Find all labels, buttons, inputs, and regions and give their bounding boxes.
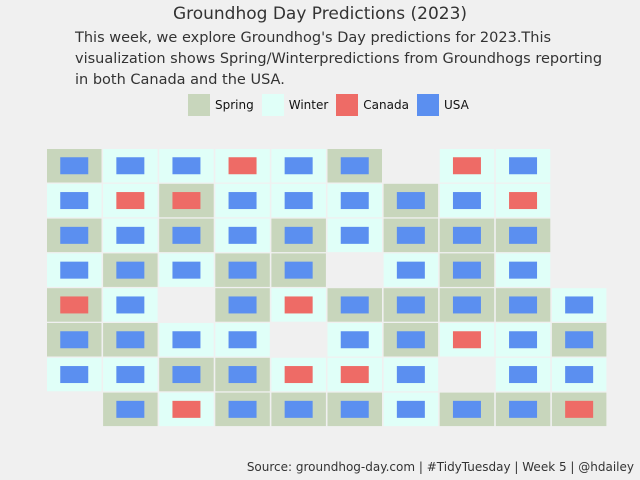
country-marker-usa: [172, 157, 201, 175]
country-marker-usa: [116, 261, 145, 279]
country-marker-usa: [565, 366, 594, 384]
country-marker-usa: [172, 226, 201, 244]
country-marker-usa: [116, 331, 145, 349]
country-marker-canada: [284, 366, 313, 384]
chart-title: Groundhog Day Predictions (2023): [172, 4, 468, 24]
country-marker-usa: [60, 226, 89, 244]
country-marker-usa: [452, 296, 481, 314]
country-marker-usa: [509, 331, 538, 349]
country-marker-usa: [116, 226, 145, 244]
country-marker-canada: [172, 192, 201, 210]
country-marker-usa: [172, 261, 201, 279]
country-marker-usa: [60, 331, 89, 349]
country-marker-usa: [509, 157, 538, 175]
country-marker-usa: [228, 400, 257, 418]
country-marker-canada: [284, 296, 313, 314]
country-marker-usa: [60, 366, 89, 384]
country-marker-usa: [284, 261, 313, 279]
country-marker-usa: [340, 331, 369, 349]
country-marker-usa: [565, 331, 594, 349]
country-marker-usa: [228, 226, 257, 244]
country-marker-usa: [396, 226, 425, 244]
country-marker-usa: [452, 226, 481, 244]
legend-label-spring: Spring: [215, 98, 254, 112]
country-marker-canada: [172, 400, 201, 418]
legend-label-winter: Winter: [288, 98, 329, 112]
country-marker-usa: [172, 331, 201, 349]
country-marker-usa: [452, 192, 481, 210]
legend-label-canada: Canada: [363, 98, 409, 112]
country-marker-usa: [509, 366, 538, 384]
country-marker-usa: [284, 192, 313, 210]
country-marker-usa: [172, 366, 201, 384]
country-marker-usa: [509, 226, 538, 244]
country-marker-usa: [284, 157, 313, 175]
country-marker-usa: [116, 366, 145, 384]
legend-swatch-spring: [188, 94, 210, 116]
country-marker-usa: [228, 331, 257, 349]
country-marker-canada: [565, 400, 594, 418]
country-marker-canada: [228, 157, 257, 175]
legend-item-canada: Canada: [336, 94, 409, 116]
country-marker-usa: [340, 400, 369, 418]
country-marker-usa: [284, 226, 313, 244]
legend-swatch-canada: [336, 94, 359, 116]
country-marker-usa: [228, 192, 257, 210]
country-marker-usa: [340, 296, 369, 314]
chart-subtitle: This week, we explore Groundhog's Day pr…: [75, 30, 603, 88]
country-marker-usa: [565, 296, 594, 314]
country-marker-usa: [396, 331, 425, 349]
country-marker-usa: [509, 261, 538, 279]
country-marker-usa: [452, 261, 481, 279]
legend-swatch-usa: [416, 94, 439, 116]
country-marker-usa: [60, 192, 89, 210]
legend-swatch-winter: [261, 94, 284, 116]
legend: Spring Winter Canada USA: [188, 94, 477, 116]
country-marker-usa: [228, 366, 257, 384]
country-marker-canada: [452, 157, 481, 175]
country-marker-canada: [60, 296, 89, 314]
country-marker-canada: [340, 366, 369, 384]
country-marker-usa: [396, 192, 425, 210]
country-marker-usa: [340, 192, 369, 210]
legend-item-usa: USA: [416, 94, 469, 116]
source-caption: Source: groundhog-day.com | #TidyTuesday…: [246, 460, 634, 474]
country-marker-usa: [228, 296, 257, 314]
country-marker-usa: [340, 226, 369, 244]
country-marker-canada: [509, 192, 538, 210]
country-marker-usa: [60, 157, 89, 175]
country-marker-usa: [116, 296, 145, 314]
country-marker-usa: [396, 400, 425, 418]
country-marker-usa: [284, 400, 313, 418]
country-marker-usa: [116, 157, 145, 175]
country-marker-usa: [509, 400, 538, 418]
country-marker-usa: [116, 400, 145, 418]
country-marker-usa: [340, 157, 369, 175]
country-marker-usa: [452, 400, 481, 418]
country-marker-usa: [396, 296, 425, 314]
country-marker-usa: [396, 366, 425, 384]
country-marker-canada: [452, 331, 481, 349]
country-marker-canada: [116, 192, 145, 210]
country-marker-usa: [509, 296, 538, 314]
country-marker-usa: [228, 261, 257, 279]
legend-item-spring: Spring: [188, 94, 254, 116]
country-marker-usa: [60, 261, 89, 279]
legend-item-winter: Winter: [261, 94, 329, 116]
legend-label-usa: USA: [443, 98, 469, 112]
country-marker-usa: [396, 261, 425, 279]
